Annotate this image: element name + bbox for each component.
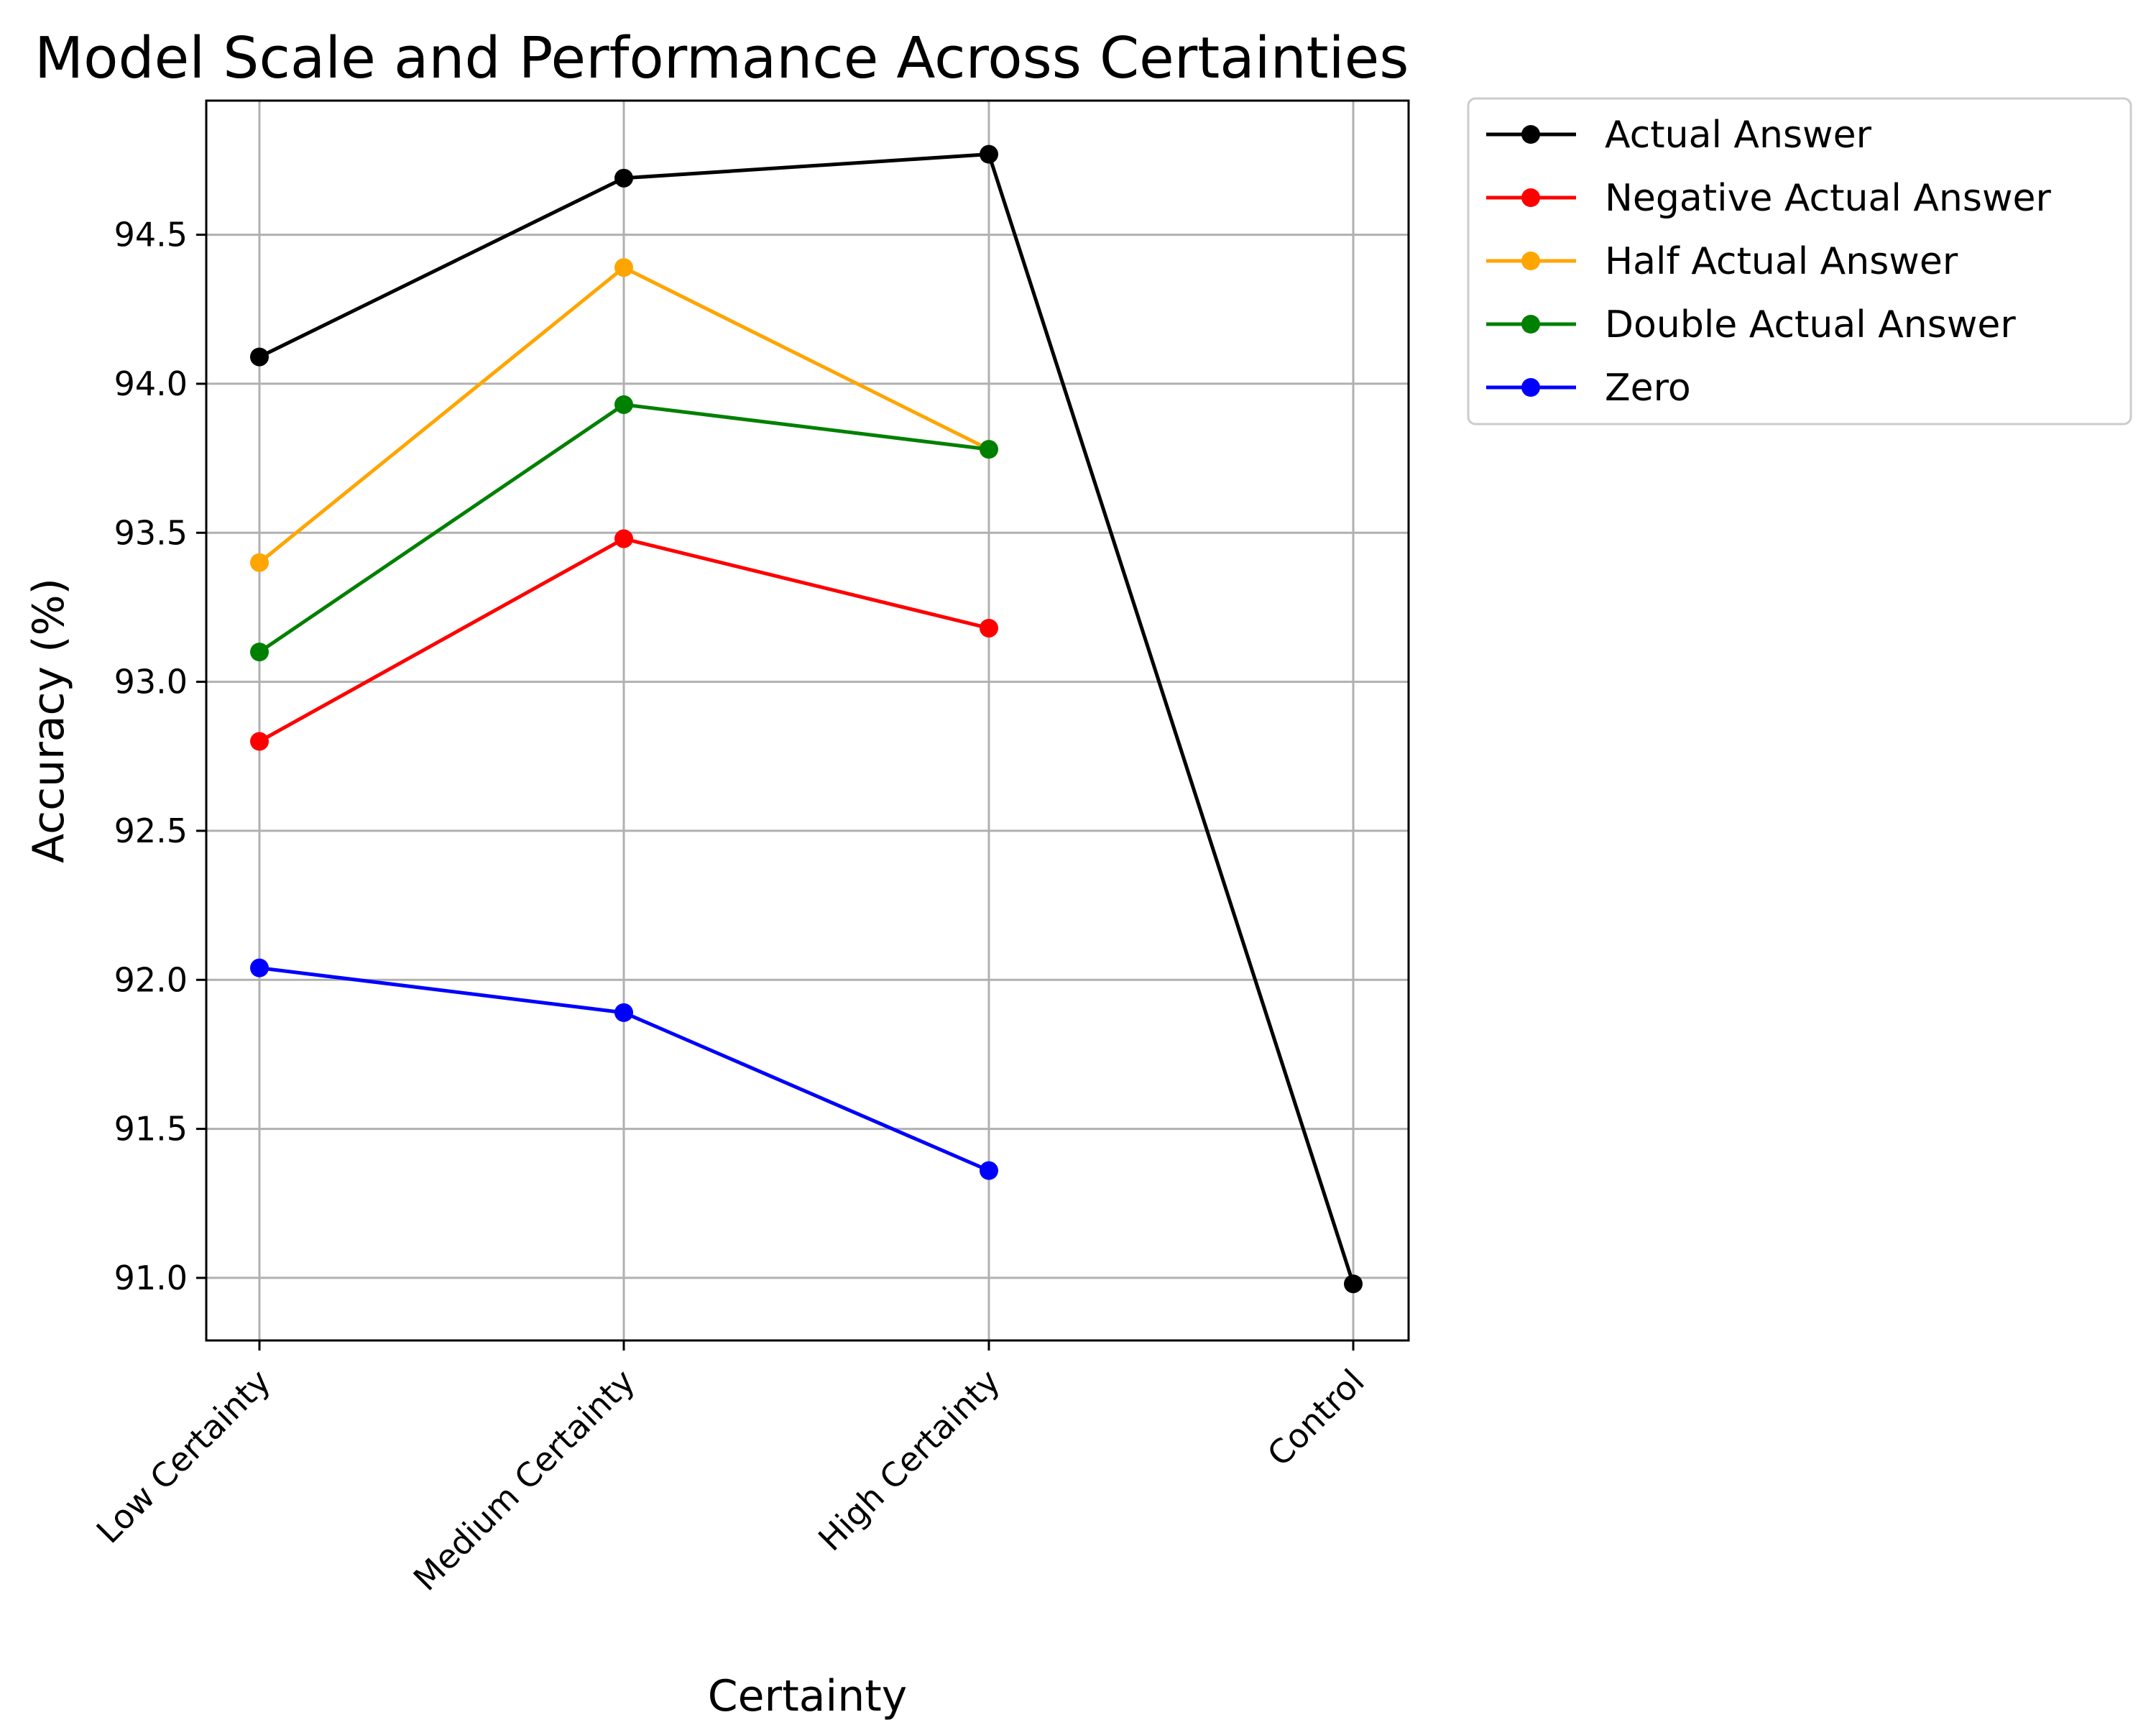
data-point	[614, 395, 633, 414]
series-actual-answer	[250, 144, 1363, 1294]
chart-title: Model Scale and Performance Across Certa…	[34, 25, 1409, 91]
y-axis-label: Accuracy (%)	[24, 578, 74, 863]
x-tick-label: Medium Certainty	[406, 1362, 642, 1598]
data-point	[250, 553, 269, 572]
data-point	[614, 529, 633, 548]
data-point	[614, 1003, 633, 1022]
y-tick-label: 93.0	[114, 663, 188, 702]
legend-swatch-marker	[1521, 252, 1540, 270]
series-line	[258, 152, 1355, 1284]
y-tick-label: 92.0	[114, 960, 188, 999]
data-point	[980, 618, 998, 638]
legend-label: Double Actual Answer	[1605, 303, 2016, 346]
legend-swatch-marker	[1521, 378, 1540, 397]
x-axis-label: Certainty	[708, 1671, 908, 1721]
data-point	[980, 144, 998, 164]
data-point	[250, 643, 269, 662]
x-tick-label: Control	[1260, 1362, 1372, 1474]
data-point	[250, 347, 269, 367]
legend-swatch-marker	[1521, 188, 1540, 207]
data-point	[1344, 1274, 1363, 1294]
x-tick-label: High Certainty	[811, 1362, 1008, 1559]
data-point	[980, 1161, 998, 1180]
data-point	[250, 958, 269, 978]
legend: Actual Answer Negative Actual Answer Half …	[1467, 97, 2132, 426]
y-tick-label: 93.5	[114, 513, 188, 552]
legend-swatch-marker	[1521, 125, 1540, 144]
y-tick-label: 92.5	[114, 811, 188, 850]
series-negative-actual-answer	[250, 529, 998, 751]
data-point	[614, 258, 633, 277]
legend-label: Actual Answer	[1605, 114, 1872, 157]
y-tick-label: 94.0	[114, 364, 188, 403]
y-tick-label: 94.5	[114, 216, 188, 254]
y-tick-label: 91.0	[114, 1259, 188, 1297]
data-point	[250, 732, 269, 751]
series-layer	[250, 144, 1363, 1294]
x-tick-label: Low Certainty	[89, 1362, 278, 1551]
legend-box	[1467, 97, 2132, 426]
legend-swatch-marker	[1521, 315, 1540, 334]
legend-label: Negative Actual Answer	[1605, 177, 2051, 220]
data-point	[614, 168, 633, 188]
legend-label: Half Actual Answer	[1605, 240, 1958, 283]
axes: Low Certainty Medium Certainty High Certai…	[89, 216, 1372, 1598]
series-double-actual-answer	[250, 395, 998, 662]
y-tick-label: 91.5	[114, 1110, 188, 1149]
series-zero	[250, 958, 998, 1180]
legend-label: Zero	[1605, 367, 1691, 410]
plot-frame	[205, 99, 1410, 1342]
data-point	[980, 440, 998, 459]
grid-lines	[206, 101, 1409, 1340]
